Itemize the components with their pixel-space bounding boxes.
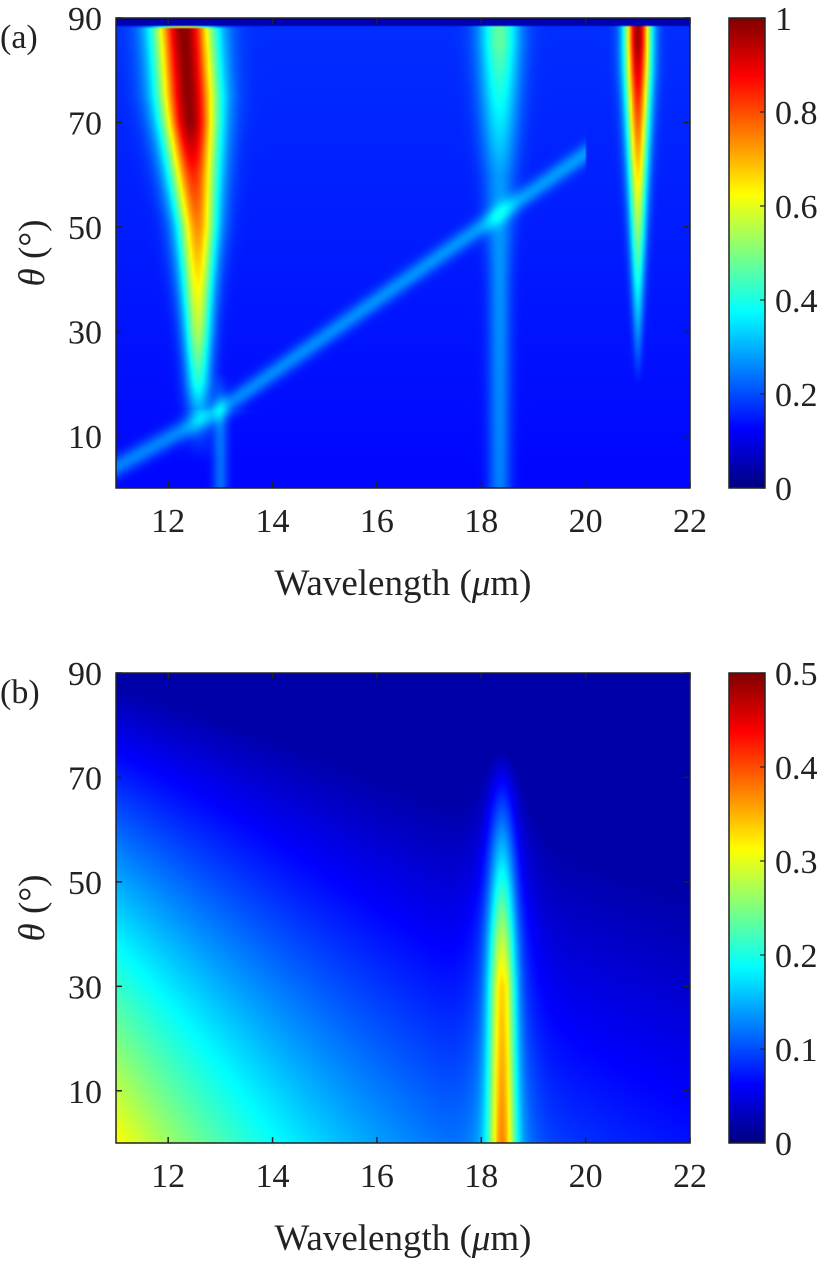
- x-tick-label: 16: [360, 503, 394, 540]
- plot-frame-a: [115, 17, 691, 489]
- colorbar-ticks-a: 0 0.2 0.4 0.6 0.8 1: [760, 1, 818, 508]
- y-tick-label: 10: [68, 1074, 102, 1111]
- colorbar-tick-label: 1: [775, 1, 792, 38]
- x-tick-label: 12: [151, 1158, 185, 1195]
- x-axis-ticks-a: 12 14 16 18 20 22: [151, 18, 707, 540]
- x-axis-label-b: Wavelength (μm): [274, 1218, 531, 1259]
- colorbar-tick-label: 0.8: [775, 95, 818, 132]
- y-axis-label-b: θ (°): [12, 875, 53, 942]
- y-axis-label-a: θ (°): [12, 220, 53, 287]
- colorbar-tick-label: 0.4: [775, 283, 818, 320]
- colorbar-frame-b: [728, 672, 766, 1144]
- colorbar-tick-label: 0.2: [775, 938, 818, 975]
- x-tick-label: 18: [464, 1158, 498, 1195]
- colorbar-tick-label: 0.1: [775, 1032, 818, 1069]
- panel-b: (b) 12 14 16 18 20 22 10 30 50 70 90 Wavelength (…: [0, 656, 818, 1259]
- y-tick-label: 50: [68, 865, 102, 902]
- colorbar-tick-label: 0: [775, 1126, 792, 1163]
- x-tick-label: 20: [569, 503, 603, 540]
- plot-frame-b: [115, 672, 691, 1144]
- colorbar-b: 0 0.1 0.2 0.3 0.4 0.5: [728, 656, 818, 1163]
- y-tick-label: 50: [68, 210, 102, 247]
- x-tick-label: 20: [569, 1158, 603, 1195]
- heatmap-a: [115, 17, 691, 489]
- x-axis-label-a: Wavelength (μm): [274, 563, 531, 604]
- heatmap-image-b: [116, 673, 690, 1143]
- y-tick-label: 30: [68, 969, 102, 1006]
- colorbar-ticks-b: 0 0.1 0.2 0.3 0.4 0.5: [760, 656, 818, 1163]
- y-tick-label: 10: [68, 419, 102, 456]
- colorbar-tick-label: 0.2: [775, 377, 818, 414]
- y-axis-ticks-a: 10 30 50 70 90: [68, 1, 690, 456]
- colorbar-tick-label: 0.3: [775, 844, 818, 881]
- x-tick-label: 18: [464, 503, 498, 540]
- x-tick-label: 22: [673, 1158, 707, 1195]
- colorbar-tick-label: 0.6: [775, 189, 818, 226]
- y-axis-ticks-b: 10 30 50 70 90: [68, 656, 690, 1111]
- y-tick-label: 90: [68, 656, 102, 693]
- panel-label-a: (a): [0, 19, 38, 56]
- x-tick-label: 12: [151, 503, 185, 540]
- x-tick-label: 16: [360, 1158, 394, 1195]
- x-tick-label: 14: [256, 1158, 290, 1195]
- colorbar-frame-a: [728, 17, 766, 489]
- colorbar-gradient-b: [729, 673, 765, 1143]
- x-axis-ticks-b: 12 14 16 18 20 22: [151, 673, 707, 1195]
- x-tick-label: 22: [673, 503, 707, 540]
- panel-label-b: (b): [0, 674, 40, 711]
- x-tick-label: 14: [256, 503, 290, 540]
- colorbar-a: 0 0.2 0.4 0.6 0.8 1: [728, 1, 818, 508]
- y-tick-label: 30: [68, 314, 102, 351]
- colorbar-tick-label: 0: [775, 471, 792, 508]
- y-tick-label: 70: [68, 105, 102, 142]
- y-tick-label: 70: [68, 760, 102, 797]
- y-tick-label: 90: [68, 1, 102, 38]
- colorbar-tick-label: 0.4: [775, 750, 818, 787]
- heatmap-image-a: [116, 18, 690, 488]
- colorbar-tick-label: 0.5: [775, 656, 818, 693]
- colorbar-gradient-a: [729, 18, 765, 488]
- heatmap-b: [115, 672, 691, 1144]
